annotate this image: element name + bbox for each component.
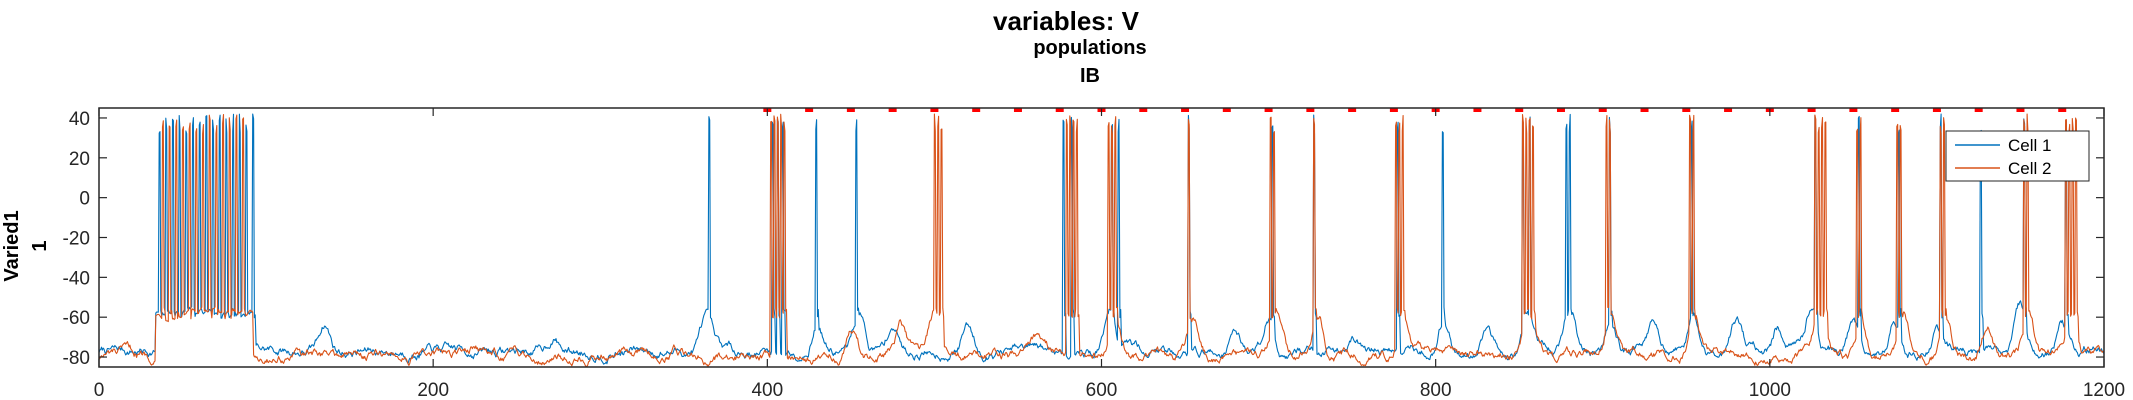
x-axis-ticks: 0 200 400 600 800 1000 1200 bbox=[94, 108, 2125, 400]
series-line-1 bbox=[98, 113, 2105, 365]
y-axis-ticks: -80 -60 -40 -20 0 20 40 bbox=[63, 109, 2104, 369]
y-axis-label-line2: 1 bbox=[29, 240, 51, 251]
x-tick-label: 800 bbox=[1420, 380, 1452, 400]
y-tick-label: -60 bbox=[63, 308, 90, 329]
legend-label-cell-2: Cell 2 bbox=[2008, 159, 2051, 178]
series-layer bbox=[98, 113, 2105, 367]
y-tick-label: -20 bbox=[63, 229, 90, 250]
x-tick-label: 600 bbox=[1086, 380, 1118, 400]
legend-label-cell-1: Cell 1 bbox=[2008, 136, 2051, 155]
y-tick-label: 20 bbox=[69, 149, 90, 170]
series-line-2 bbox=[98, 113, 2105, 367]
y-axis-label: Varied1 bbox=[1, 210, 23, 281]
x-tick-label: 1200 bbox=[2083, 380, 2125, 400]
chart-subtitle-population: IB bbox=[1080, 65, 1100, 87]
chart-title: variables: V bbox=[993, 6, 1140, 36]
legend: Cell 1 Cell 2 bbox=[1945, 130, 2090, 182]
plot-frame bbox=[98, 107, 2105, 368]
y-tick-label: -40 bbox=[63, 268, 90, 289]
legend-box bbox=[1945, 130, 2090, 182]
x-tick-label: 0 bbox=[94, 380, 105, 400]
y-tick-label: -80 bbox=[63, 348, 90, 369]
y-tick-label: 0 bbox=[79, 189, 90, 210]
x-tick-label: 400 bbox=[751, 380, 783, 400]
chart-subtitle: populations bbox=[1033, 37, 1146, 59]
x-tick-label: 1000 bbox=[1749, 380, 1791, 400]
x-tick-label: 200 bbox=[417, 380, 449, 400]
y-tick-label: 40 bbox=[69, 109, 90, 130]
